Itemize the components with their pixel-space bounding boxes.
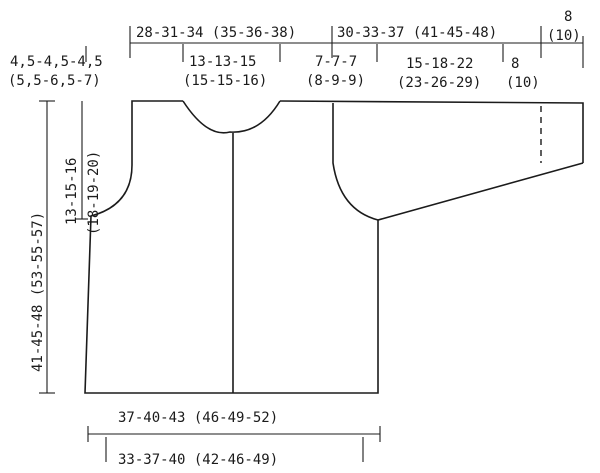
label-armhole-depth-b: (18-19-20) (86, 151, 102, 235)
neckline-curve (182, 100, 281, 134)
label-total-body-width: 28-31-34 (35-36-38) (136, 25, 296, 41)
label-neck-width-a: 13-13-15 (189, 54, 256, 70)
bottom-dimension-lines (87, 426, 381, 462)
label-cuff-width-a: 8 (564, 9, 572, 25)
label-sleeve-upper-a: 15-18-22 (406, 56, 473, 72)
label-shoulder-slope-b: (5,5-6,5-7) (8, 73, 101, 89)
armhole-right-curve (332, 103, 584, 221)
left-dimension-lines (39, 100, 88, 394)
sleeve-top-edge (279, 100, 584, 163)
label-cuff-width-b: (10) (547, 28, 581, 44)
label-sleeve-length: 30-33-37 (41-45-48) (337, 25, 497, 41)
label-total-length: 41-45-48 (53-55-57) (30, 212, 46, 372)
label-chest-width: 37-40-43 (46-49-52) (118, 410, 278, 426)
label-shoulder-a: 7-7-7 (315, 54, 357, 70)
garment-outline (84, 100, 584, 394)
label-neck-width-b: (15-15-16) (183, 73, 267, 89)
label-armhole-depth-a: 13-15-16 (64, 158, 80, 225)
top-dimension-line (85, 26, 584, 68)
label-shoulder-b: (8-9-9) (306, 73, 365, 89)
body-left-edge (84, 100, 379, 394)
label-sleeve-cuff-b: (10) (506, 75, 540, 91)
label-hem-width: 33-37-40 (42-46-49) (118, 452, 278, 468)
label-sleeve-upper-b: (23-26-29) (397, 75, 481, 91)
label-shoulder-slope-a: 4,5-4,5-4,5 (10, 54, 103, 70)
label-sleeve-cuff-a: 8 (511, 56, 519, 72)
